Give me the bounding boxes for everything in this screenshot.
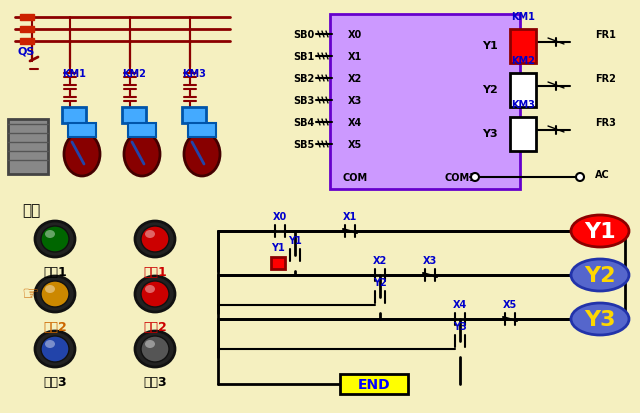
Text: 启动3: 启动3 [43,375,67,388]
Text: Y1: Y1 [584,221,616,242]
Text: X0: X0 [348,30,362,40]
Ellipse shape [45,285,55,293]
Text: KM1: KM1 [511,12,535,22]
Text: SB2: SB2 [294,74,315,84]
FancyBboxPatch shape [62,108,86,124]
Text: X1: X1 [348,52,362,62]
FancyBboxPatch shape [122,108,146,124]
Ellipse shape [141,336,169,362]
FancyBboxPatch shape [8,120,48,175]
Text: KM2: KM2 [511,56,535,66]
Text: Y1: Y1 [288,235,302,245]
FancyBboxPatch shape [20,27,34,33]
Ellipse shape [45,340,55,348]
Ellipse shape [135,331,175,367]
FancyBboxPatch shape [510,30,536,64]
Text: 停止2: 停止2 [143,320,167,333]
Ellipse shape [571,216,629,247]
Ellipse shape [135,221,175,257]
Text: FR3: FR3 [595,118,616,128]
Ellipse shape [41,336,69,362]
Ellipse shape [145,230,155,238]
Text: KM1: KM1 [62,69,86,79]
Ellipse shape [141,281,169,307]
Ellipse shape [41,281,69,307]
FancyBboxPatch shape [330,15,520,190]
FancyBboxPatch shape [68,124,96,138]
Ellipse shape [41,226,69,252]
Ellipse shape [571,259,629,291]
FancyBboxPatch shape [128,124,156,138]
Circle shape [471,173,479,182]
FancyBboxPatch shape [20,39,34,45]
Text: KM2: KM2 [122,69,146,79]
Text: X1: X1 [343,211,357,221]
Ellipse shape [145,340,155,348]
Text: X5: X5 [503,299,517,309]
Text: Y2: Y2 [482,85,498,95]
Ellipse shape [45,230,55,238]
Ellipse shape [35,221,75,257]
Text: COM1: COM1 [444,173,476,183]
Text: X5: X5 [348,140,362,150]
FancyBboxPatch shape [20,15,34,21]
Text: X3: X3 [348,96,362,106]
Text: X4: X4 [348,118,362,128]
Text: X3: X3 [423,255,437,266]
FancyBboxPatch shape [188,124,216,138]
Text: END: END [358,377,390,391]
Text: FR2: FR2 [595,74,616,84]
FancyBboxPatch shape [510,74,536,108]
Text: Y2: Y2 [584,266,616,285]
Text: 启动2: 启动2 [43,320,67,333]
Text: 电源: 电源 [22,202,40,218]
Text: KM3: KM3 [182,69,206,79]
Text: SB1: SB1 [294,52,315,62]
Text: Y1: Y1 [482,41,498,51]
Text: KM3: KM3 [511,100,535,110]
Text: 停止3: 停止3 [143,375,167,388]
Ellipse shape [124,133,160,177]
Text: ☞: ☞ [21,285,39,304]
Ellipse shape [145,285,155,293]
Text: SB5: SB5 [294,140,315,150]
Text: Y3: Y3 [584,309,616,329]
Ellipse shape [571,303,629,335]
Text: Y3: Y3 [453,321,467,331]
Text: AC: AC [595,170,610,180]
Text: SB3: SB3 [294,96,315,106]
Text: Y2: Y2 [373,277,387,287]
Ellipse shape [141,226,169,252]
FancyBboxPatch shape [182,108,206,124]
Ellipse shape [64,133,100,177]
Text: SB4: SB4 [294,118,315,128]
Text: FR1: FR1 [595,30,616,40]
Circle shape [576,173,584,182]
Text: X2: X2 [373,255,387,266]
Ellipse shape [35,331,75,367]
Ellipse shape [135,276,175,312]
Text: 启动1: 启动1 [43,266,67,278]
Text: Y3: Y3 [482,129,498,139]
Text: X0: X0 [273,211,287,221]
Text: X2: X2 [348,74,362,84]
Text: Y1: Y1 [271,242,285,252]
Text: SB0: SB0 [294,30,315,40]
FancyBboxPatch shape [510,118,536,152]
FancyBboxPatch shape [271,257,285,269]
Text: 停止1: 停止1 [143,266,167,278]
Text: COM: COM [342,173,367,183]
Ellipse shape [35,276,75,312]
Ellipse shape [184,133,220,177]
Text: QS: QS [18,47,35,57]
Text: X4: X4 [453,299,467,309]
FancyBboxPatch shape [340,374,408,394]
